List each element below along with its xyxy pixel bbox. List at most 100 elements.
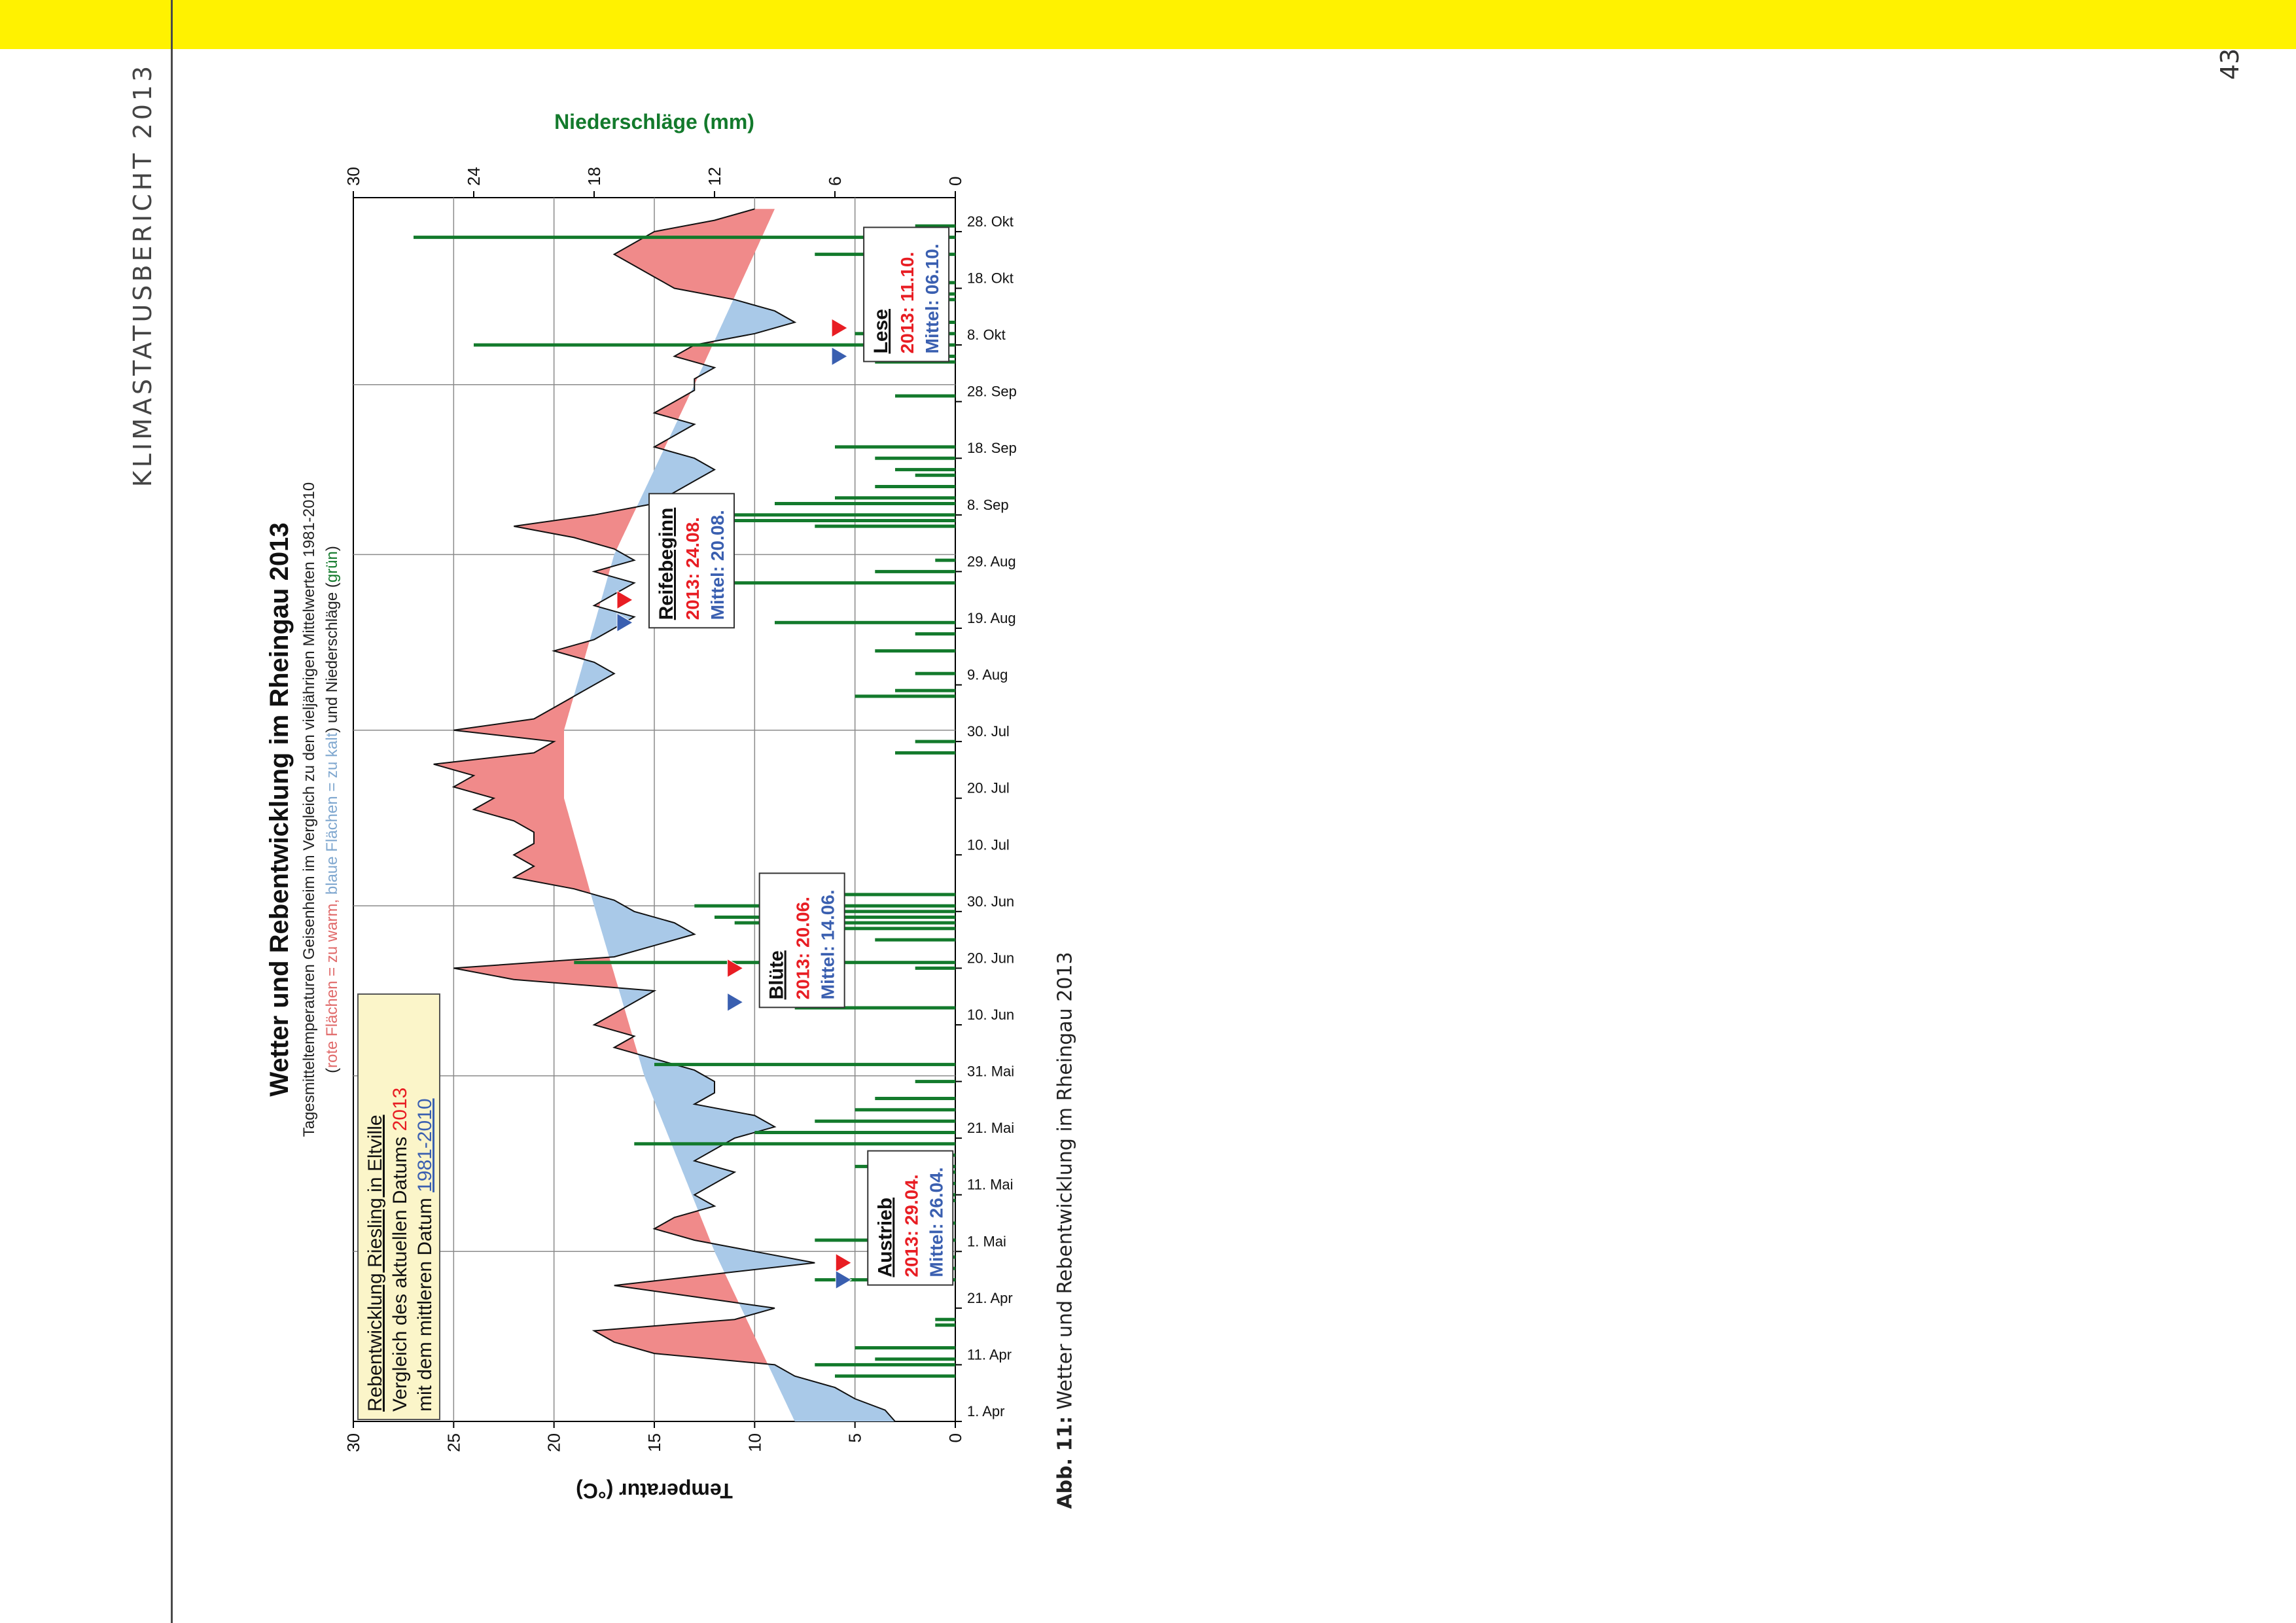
legend-box: Rebentwicklung Riesling in Eltville Vergl… (357, 993, 440, 1420)
precipitation-bar (875, 1097, 955, 1100)
phenology-stage-label: Austrieb (874, 1198, 896, 1277)
precipitation-bar (915, 671, 956, 675)
x-tick-label: 31. Mai (967, 1063, 1014, 1080)
x-tick-label: 30. Jul (967, 723, 1010, 740)
y-tick-label: 0 (945, 1433, 965, 1442)
precipitation-bar (835, 910, 955, 914)
page-number: 43 (2216, 48, 2244, 80)
phenology-box (648, 493, 735, 629)
x-tick-label: 20. Jun (967, 950, 1014, 966)
y2-tick-label: 0 (945, 177, 965, 186)
y-tick-label: 15 (645, 1433, 664, 1452)
cold-area (714, 299, 795, 342)
marker-2013 (727, 958, 744, 978)
cold-area (637, 1054, 775, 1211)
phenology-box (758, 872, 845, 1008)
precipitation-bar (414, 236, 955, 240)
cold-area (768, 1364, 895, 1421)
y2-axis-label: Niederschläge (mm) (554, 110, 754, 134)
precipitation-bar (875, 649, 955, 653)
cold-area (739, 1303, 775, 1317)
precipitation-bar (915, 740, 956, 743)
y2-tick-label: 12 (705, 167, 724, 186)
warm-area (654, 392, 691, 420)
phenology-date-2013: 2013: 11.10. (897, 252, 917, 354)
x-tick-label: 18. Sep (967, 440, 1017, 456)
precipitation-bar (835, 445, 955, 449)
phenology-box (867, 1150, 954, 1286)
figure-caption: Abb. 11: Wetter und Rebentwicklung im Rh… (1054, 952, 1077, 1508)
x-tick-label: 19. Aug (967, 610, 1016, 626)
legend-note-part: ( (323, 1068, 341, 1073)
legend-line-3-text: mit dem mittleren Datum (414, 1192, 436, 1412)
x-tick-label: 10. Jun (967, 1007, 1014, 1023)
cold-area (669, 419, 695, 439)
x-tick-label: 9. Aug (967, 667, 1008, 683)
cold-area (637, 450, 715, 507)
precipitation-bar (775, 502, 955, 505)
precipitation-bar (715, 581, 955, 585)
precipitation-bar (715, 519, 955, 522)
precipitation-bar (835, 496, 955, 500)
legend-line-2: Vergleich des aktuellen Datums 2013 (389, 1088, 411, 1412)
phenology-markers: Austrieb 2013: 29.04. Mittel: 26.04.Blüte 2… (616, 226, 954, 1290)
x-tick-label: 29. Aug (967, 553, 1016, 569)
precipitation-bar (875, 456, 955, 460)
legend-box-frame (357, 993, 440, 1420)
marker-2013 (835, 1253, 853, 1273)
y-tick-label: 25 (444, 1433, 463, 1452)
x-tick-label: 21. Mai (967, 1120, 1014, 1136)
precipitation-bar (915, 966, 956, 970)
chart-title: Wetter und Rebentwicklung im Rheingau 20… (265, 522, 294, 1096)
warm-area (614, 1273, 739, 1304)
phenology-box (863, 226, 950, 363)
phenology-date-mean: Mittel: 14.06. (818, 889, 838, 999)
marker-2013 (831, 318, 849, 338)
y-axis-label: Temperatur (°C) (576, 1479, 733, 1503)
x-tick-label: 21. Apr (967, 1290, 1013, 1306)
phenology-stage-label: Reifebeginn (656, 508, 677, 620)
precipitation-bar (915, 473, 956, 477)
x-axis: 1. Apr 11. Apr 21. Apr 1. Mai 11. Mai 21. Mai… (955, 213, 1017, 1422)
phenology-date-mean: Mittel: 20.08. (707, 510, 728, 620)
marker-mean (616, 613, 633, 633)
y-tick-label: 20 (544, 1433, 564, 1452)
warm-area (594, 567, 611, 576)
legend-line-2-text: Vergleich des aktuellen Datums (389, 1131, 411, 1412)
temperature-2013-line (433, 208, 896, 1422)
y-tick-label: 10 (745, 1433, 764, 1452)
x-tick-label: 28. Sep (967, 383, 1017, 400)
cold-area (573, 659, 614, 697)
marker-2013 (616, 590, 633, 610)
cold-area (601, 575, 635, 602)
chart-subtitle: Tagesmitteltemperaturen Geisenheim im Ve… (300, 482, 318, 1137)
precipitation-bar (855, 1346, 956, 1349)
x-tick-label: 1. Mai (967, 1233, 1006, 1249)
cold-area (618, 988, 654, 1008)
precipitation-bar (935, 1323, 956, 1327)
precipitation-bar (895, 468, 955, 472)
precipitation-bar (875, 485, 955, 488)
precipitation-bar (895, 394, 955, 398)
marker-mean (835, 1270, 853, 1290)
precipitation-bar (835, 1374, 955, 1378)
precipitation-bar (815, 524, 955, 528)
weather-chart: Austrieb 2013: 29.04. Mittel: 26.04.Blüte 2… (265, 110, 1017, 1503)
legend-note-part: blaue Flächen = zu kalt (323, 732, 341, 895)
precipitation-bar (634, 1142, 955, 1146)
precipitation-bar (935, 1317, 956, 1321)
marker-mean (727, 992, 744, 1012)
precipitation-bar (754, 1131, 955, 1134)
legend-note-part: ) und Niederschläge ( (323, 582, 341, 732)
legend-note-part: ) (323, 546, 341, 551)
x-tick-label: 10. Jul (967, 836, 1010, 853)
x-tick-label: 8. Sep (967, 497, 1009, 513)
phenology-date-2013: 2013: 29.04. (901, 1174, 921, 1277)
legend-line-1: Rebentwicklung Riesling in Eltville (364, 1115, 386, 1412)
legend-note-part: rote Flächen = zu warm, (323, 899, 341, 1068)
x-tick-label: 11. Mai (967, 1177, 1014, 1193)
phenology-date-2013: 2013: 20.06. (793, 897, 813, 999)
temperature-anomaly-areas (433, 209, 895, 1421)
caption-label: Abb. 11: (1053, 1416, 1077, 1509)
legend-year-2013: 2013 (389, 1088, 411, 1132)
